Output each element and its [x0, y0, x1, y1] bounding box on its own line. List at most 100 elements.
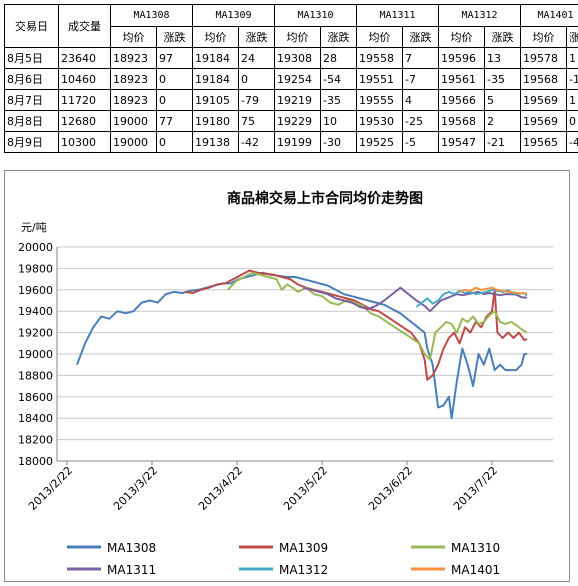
y-tick-label: 19000 — [18, 348, 53, 361]
legend-label: MA1401 — [451, 563, 500, 577]
series-line-ma1310 — [227, 271, 528, 361]
y-tick-label: 20000 — [18, 241, 53, 254]
cell-date: 8月7日 — [4, 89, 59, 111]
cell-avg-price: 19184 — [192, 68, 239, 90]
subheader-avg: 均价 — [520, 26, 567, 48]
table-subheader-row: 均价 涨跌 均价 涨跌 均价 涨跌 均价 涨跌 均价 涨跌 均价 涨跌 — [5, 26, 578, 48]
cell-change: -79 — [238, 89, 275, 111]
legend: MA1308 MA1309 MA1310 MA1311 MA1312 MA1401 — [67, 541, 500, 577]
table-row: 8月9日 10300 19000 0 19138 -42 19199 -30 19525 -5 19… — [4, 131, 578, 153]
header-contract: MA1401 — [520, 4, 578, 27]
series-line-ma1309 — [184, 269, 528, 381]
cell-avg-price: 18923 — [110, 47, 157, 69]
x-tick-label: 2013/2/22 — [26, 464, 75, 513]
cell-avg-price: 19530 — [356, 110, 403, 132]
y-tick-label: 18000 — [18, 455, 53, 468]
cell-avg-price: 19558 — [356, 47, 403, 69]
axes — [56, 247, 553, 462]
subheader-chg: 涨跌 — [566, 26, 578, 48]
cell-avg-price: 19566 — [438, 89, 485, 111]
cell-avg-price: 19000 — [110, 131, 157, 153]
cell-change: -35 — [320, 89, 357, 111]
cell-avg-price: 19199 — [274, 131, 321, 153]
y-tick-label: 19800 — [18, 262, 53, 275]
header-contract: MA1310 — [274, 4, 357, 27]
cell-change: -7 — [402, 68, 439, 90]
cell-avg-price: 19568 — [520, 68, 567, 90]
legend-label: MA1312 — [279, 563, 328, 577]
cell-avg-price: 19184 — [192, 47, 239, 69]
legend-label: MA1310 — [451, 541, 500, 555]
cell-avg-price: 19000 — [110, 110, 157, 132]
y-axis-unit-label: 元/吨 — [21, 221, 47, 234]
cell-avg-price: 19596 — [438, 47, 485, 69]
cell-change: -10 — [566, 68, 578, 90]
cell-change: 0 — [156, 131, 193, 153]
cell-volume: 11720 — [58, 89, 111, 111]
cell-date: 8月9日 — [4, 131, 59, 153]
header-date: 交易日 — [4, 4, 59, 48]
legend-label: MA1309 — [279, 541, 328, 555]
cell-change: 28 — [320, 47, 357, 69]
subheader-chg: 涨跌 — [402, 26, 439, 48]
cell-change: 77 — [156, 110, 193, 132]
cell-avg-price: 19229 — [274, 110, 321, 132]
chart-title: 商品棉交易上市合同均价走势图 — [227, 190, 423, 207]
subheader-avg: 均价 — [110, 26, 157, 48]
cell-change: -42 — [238, 131, 275, 153]
cell-avg-price: 19568 — [438, 110, 485, 132]
cell-change: -4 — [566, 131, 578, 153]
y-tick-label: 19600 — [18, 284, 53, 297]
y-tick-label: 18400 — [18, 412, 53, 425]
cell-change: 0 — [238, 68, 275, 90]
subheader-chg: 涨跌 — [156, 26, 193, 48]
subheader-chg: 涨跌 — [320, 26, 357, 48]
cell-change: 75 — [238, 110, 275, 132]
y-tick-label: 19200 — [18, 327, 53, 340]
cell-avg-price: 18923 — [110, 89, 157, 111]
x-tick-label: 2013/4/22 — [196, 464, 245, 513]
x-tick-label: 2013/5/22 — [281, 464, 330, 513]
header-volume: 成交量 — [58, 4, 111, 48]
header-contract: MA1311 — [356, 4, 439, 27]
cell-change: 0 — [156, 89, 193, 111]
y-tick-labels: 20000 19800 19600 19400 19200 19000 18800 18600… — [18, 241, 53, 468]
subheader-chg: 涨跌 — [484, 26, 521, 48]
table-row: 8月7日 11720 18923 0 19105 -79 19219 -35 19555 4 195… — [4, 89, 578, 111]
cell-change: 4 — [402, 89, 439, 111]
table-row: 8月8日 12680 19000 77 19180 75 19229 10 19530 -25 19… — [4, 110, 578, 132]
cell-change: -35 — [484, 68, 521, 90]
series-line-ma1308 — [76, 271, 527, 420]
cell-avg-price: 19138 — [192, 131, 239, 153]
cell-avg-price: 19569 — [520, 89, 567, 111]
cell-avg-price: 18923 — [110, 68, 157, 90]
cell-date: 8月5日 — [4, 47, 59, 69]
cell-avg-price: 19308 — [274, 47, 321, 69]
subheader-avg: 均价 — [192, 26, 239, 48]
cell-change: 13 — [484, 47, 521, 69]
cell-avg-price: 19578 — [520, 47, 567, 69]
cell-avg-price: 19219 — [274, 89, 321, 111]
y-tick-label: 18200 — [18, 434, 53, 447]
quotes-table-body: 交易日 成交量 MA1308 MA1309 MA1310 MA1311 MA13… — [4, 4, 578, 153]
cell-change: 5 — [484, 89, 521, 111]
cell-volume: 10300 — [58, 131, 111, 153]
y-tick-label: 18800 — [18, 369, 53, 382]
cell-avg-price: 19180 — [192, 110, 239, 132]
cell-change: 97 — [156, 47, 193, 69]
cell-change: 24 — [238, 47, 275, 69]
cell-date: 8月6日 — [4, 68, 59, 90]
cell-avg-price: 19254 — [274, 68, 321, 90]
quotes-table-wrap: 交易日 成交量 MA1308 MA1309 MA1310 MA1311 MA13… — [4, 4, 578, 153]
y-tick-label: 19400 — [18, 305, 53, 318]
cell-change: 0 — [156, 68, 193, 90]
cell-avg-price: 19565 — [520, 131, 567, 153]
chart-panel: 商品棉交易上市合同均价走势图 元/吨 20000 19800 19600 19400 1… — [4, 170, 570, 582]
cell-volume: 23640 — [58, 47, 111, 69]
subheader-avg: 均价 — [438, 26, 485, 48]
cell-change: 7 — [402, 47, 439, 69]
legend-label: MA1308 — [107, 541, 156, 555]
legend-label: MA1311 — [107, 563, 156, 577]
series-line-ma1401 — [459, 286, 528, 295]
subheader-avg: 均价 — [274, 26, 321, 48]
